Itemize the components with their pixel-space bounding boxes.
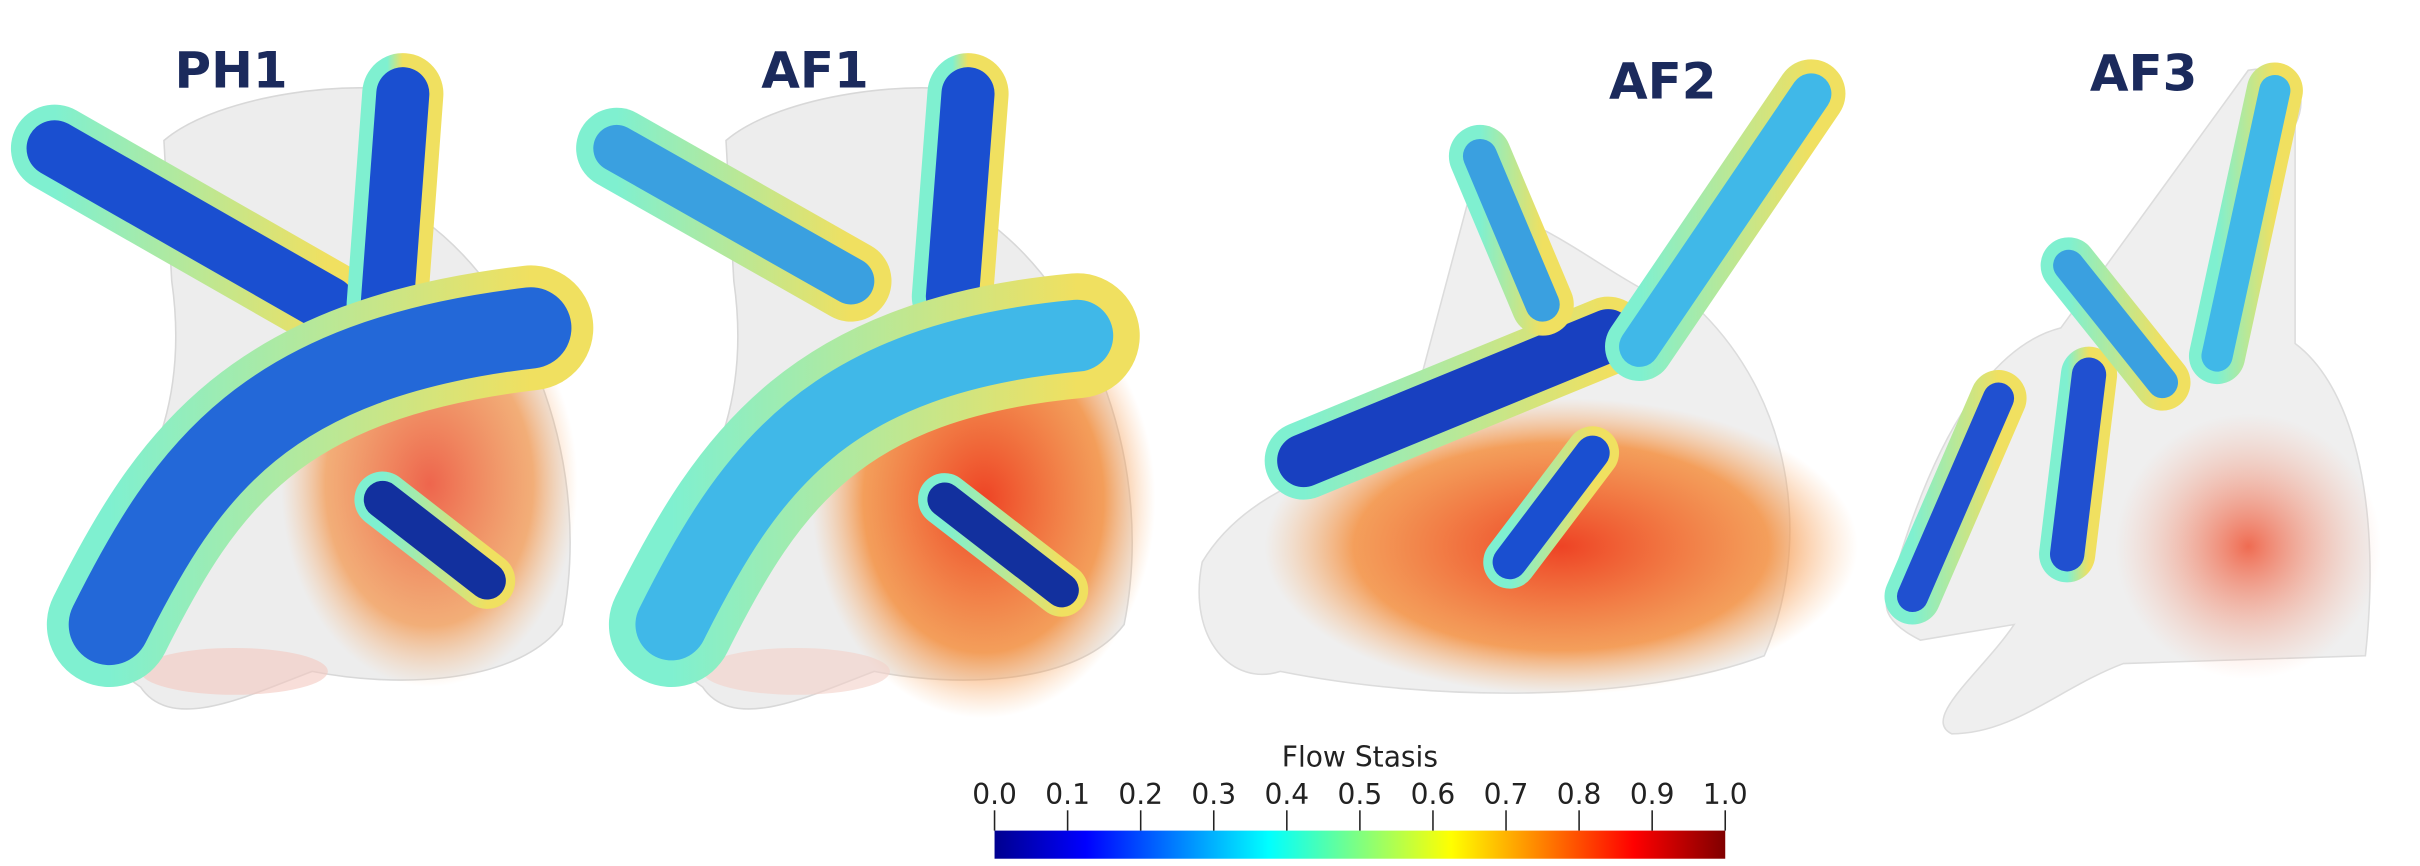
colorbar-tick-label: 0.9 [1630,778,1675,811]
panel-label: AF3 [2090,45,2198,103]
colorbar-tick-label: 1.0 [1703,778,1748,811]
panel-ph1 [10,53,594,710]
panel-af2 [1198,59,1858,695]
panel-label: AF2 [1609,52,1717,110]
colorbar-tick-label: 0.3 [1191,778,1236,811]
colorbar-tick-label: 0.2 [1118,778,1163,811]
panel-label: AF1 [761,41,869,99]
colorbar-tick-label: 0.6 [1411,778,1456,811]
colorbar-tick-label: 0.4 [1264,778,1309,811]
colorbar-tick-label: 0.8 [1557,778,1602,811]
panel-label: PH1 [174,41,287,99]
panel-af1 [576,53,1156,719]
panel-af3 [1884,62,2381,735]
colorbar-tick-label: 0.7 [1484,778,1529,811]
colorbar-tick-label: 0.0 [972,778,1017,811]
colorbar [994,830,1726,859]
colorbar-tick-label: 0.5 [1338,778,1383,811]
colorbar-title: Flow Stasis [1282,741,1438,774]
colorbar-tick-label: 0.1 [1045,778,1090,811]
figure-content: PH1 AF1 AF2 AF3 Flow Stasis 0.0 0.1 0.2 0.3… [10,41,2381,859]
